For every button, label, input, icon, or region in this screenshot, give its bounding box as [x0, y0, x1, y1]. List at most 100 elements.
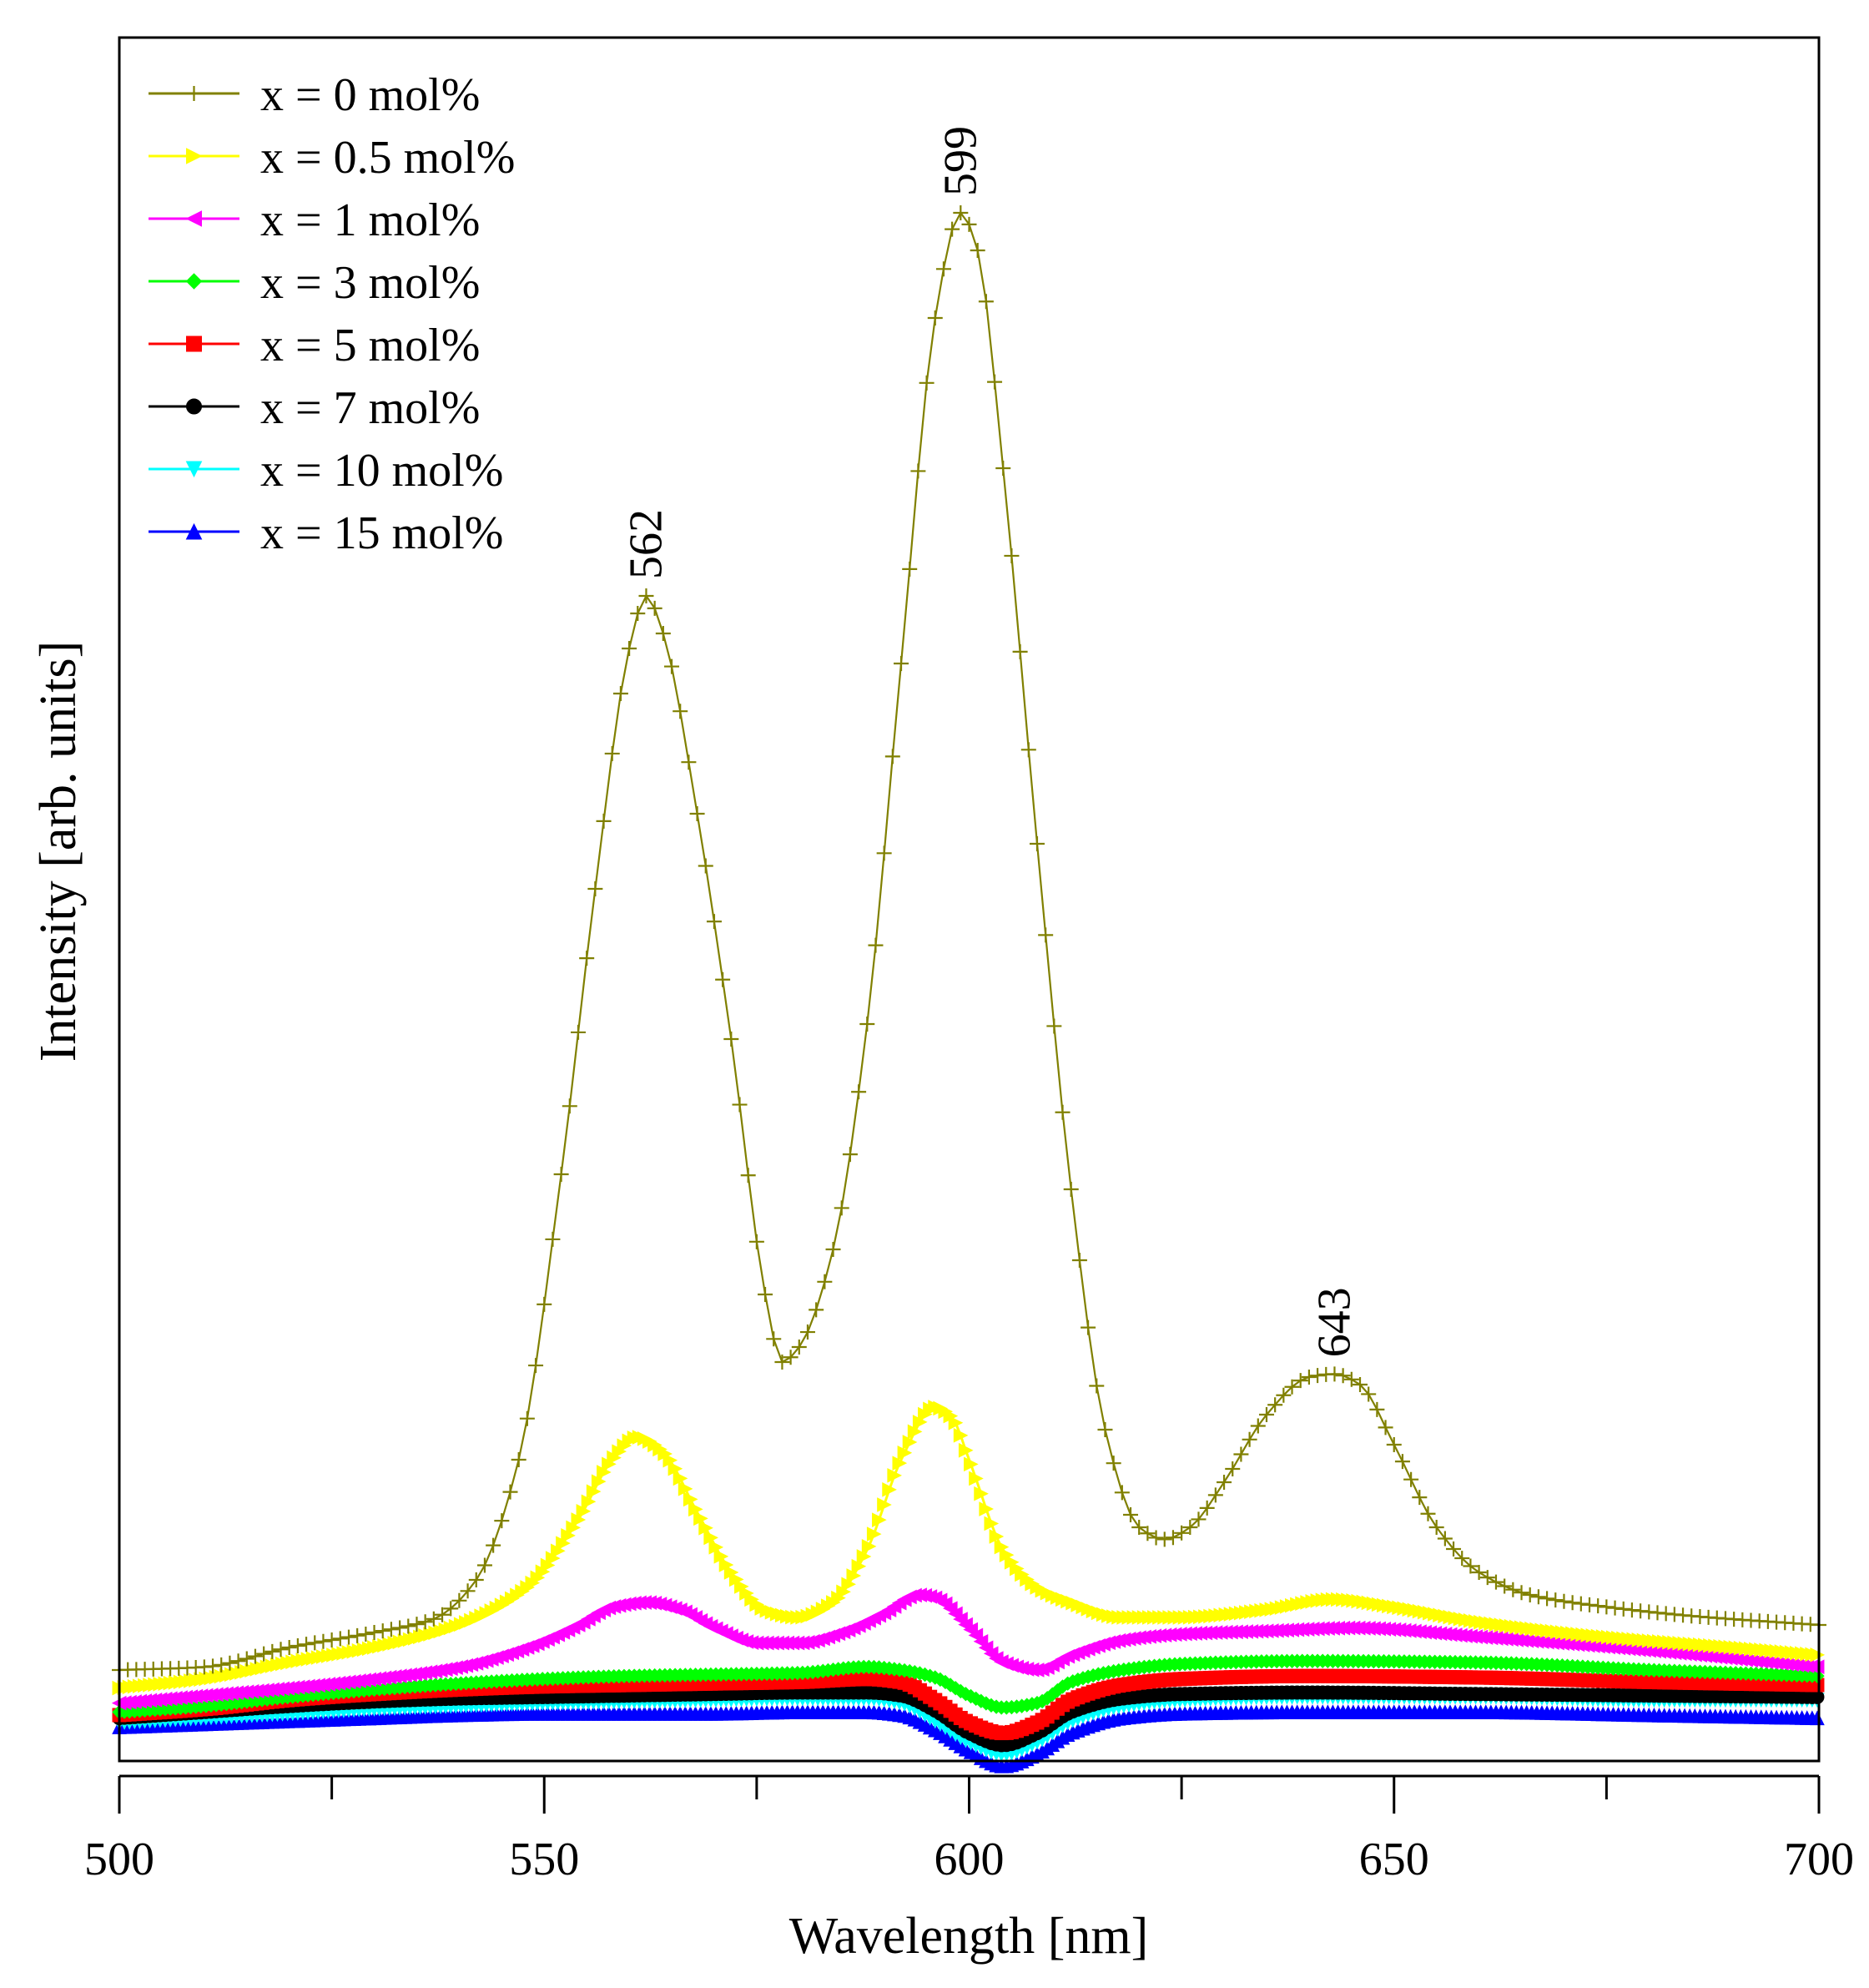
- data-point: [1233, 1446, 1249, 1462]
- legend-item: x = 1 mol%: [149, 194, 480, 246]
- x-tick-label: 550: [509, 1834, 579, 1885]
- data-point: [866, 1526, 882, 1541]
- data-point: [307, 1635, 323, 1651]
- x-tick-label: 600: [934, 1834, 1005, 1885]
- legend-item: x = 0 mol%: [149, 69, 480, 121]
- data-point: [1004, 547, 1020, 563]
- data-point: [358, 1626, 374, 1642]
- data-point: [1292, 1373, 1308, 1389]
- data-point: [1310, 1368, 1326, 1384]
- legend-label: x = 7 mol%: [260, 382, 480, 434]
- data-point: [264, 1643, 280, 1659]
- data-point: [817, 1274, 833, 1289]
- data-point: [256, 1646, 272, 1662]
- data-point: [851, 1084, 867, 1100]
- legend-item: x = 5 mol%: [149, 320, 480, 371]
- data-point: [1573, 1596, 1589, 1612]
- data-point: [1225, 1461, 1241, 1477]
- legend-label: x = 1 mol%: [260, 194, 480, 246]
- data-point: [974, 1486, 989, 1501]
- data-point: [502, 1484, 518, 1500]
- data-point: [1810, 1647, 1826, 1663]
- data-point: [673, 704, 688, 719]
- data-point: [1412, 1490, 1428, 1506]
- data-point: [1114, 1485, 1130, 1501]
- data-point: [766, 1331, 782, 1347]
- data-point: [332, 1631, 348, 1647]
- data-point: [1539, 1591, 1555, 1607]
- data-point: [604, 745, 620, 761]
- data-point: [882, 1482, 897, 1497]
- data-point: [1148, 1530, 1164, 1546]
- data-point: [1810, 1689, 1825, 1704]
- data-point: [1106, 1456, 1121, 1471]
- data-point: [537, 1296, 552, 1312]
- data-point: [350, 1627, 365, 1643]
- data-point: [1089, 1378, 1105, 1394]
- data-point: [324, 1632, 340, 1648]
- data-point: [877, 1497, 892, 1512]
- peak-label: 599: [934, 126, 986, 196]
- data-point: [1514, 1585, 1529, 1601]
- data-point: [290, 1638, 305, 1654]
- legend-label: x = 5 mol%: [260, 320, 480, 371]
- peak-annotations: 562 599 643: [620, 126, 1360, 1357]
- legend-item: x = 0.5 mol%: [149, 132, 515, 184]
- data-point: [1242, 1431, 1257, 1447]
- data-point: [409, 1617, 425, 1632]
- data-point: [630, 606, 646, 621]
- data-point: [383, 1622, 399, 1637]
- legend-item: x = 10 mol%: [149, 445, 503, 497]
- data-point: [732, 1097, 748, 1113]
- data-point: [842, 1147, 858, 1163]
- data-point: [953, 1428, 969, 1443]
- data-point: [1548, 1592, 1564, 1608]
- data-point: [681, 754, 697, 770]
- data-point: [1403, 1471, 1419, 1487]
- legend-item: x = 15 mol%: [149, 507, 503, 559]
- data-point: [902, 561, 918, 577]
- data-point: [1012, 643, 1028, 659]
- data-point: [935, 261, 951, 277]
- data-point: [1020, 742, 1036, 758]
- legend-marker: [186, 86, 202, 101]
- data-point: [969, 1471, 984, 1486]
- data-point: [596, 813, 612, 829]
- data-point: [494, 1513, 510, 1529]
- x-tick-label: 500: [84, 1834, 154, 1885]
- legend-item: x = 7 mol%: [149, 382, 480, 434]
- data-point: [486, 1537, 501, 1553]
- data-point: [1081, 1319, 1096, 1335]
- data-point: [1055, 1104, 1071, 1120]
- data-point: [698, 858, 713, 874]
- data-point: [562, 1098, 577, 1114]
- data-point: [910, 463, 926, 479]
- data-point: [340, 1629, 356, 1645]
- legend-marker: [186, 148, 203, 164]
- data-point: [528, 1358, 544, 1374]
- data-point: [1810, 1710, 1825, 1726]
- data-point: [861, 1539, 877, 1554]
- data-point: [519, 1410, 535, 1426]
- data-point: [706, 914, 722, 930]
- y-axis-label: Intensity [arb. units]: [30, 641, 87, 1062]
- legend-label: x = 10 mol%: [260, 445, 503, 497]
- data-point: [570, 1024, 586, 1040]
- data-point: [392, 1620, 408, 1636]
- x-tick-label: 650: [1359, 1834, 1429, 1885]
- legend-label: x = 3 mol%: [260, 257, 480, 309]
- data-point: [887, 1468, 902, 1483]
- legend: x = 0 mol% x = 0.5 mol% x = 1 mol% x = 3 mo…: [149, 69, 515, 559]
- data-point: [1335, 1368, 1351, 1384]
- data-point: [958, 1442, 974, 1458]
- data-point: [1556, 1593, 1572, 1609]
- data-point: [664, 658, 680, 674]
- data-point: [740, 1168, 756, 1183]
- data-point: [1420, 1506, 1436, 1521]
- data-point: [1590, 1598, 1606, 1614]
- legend-label: x = 15 mol%: [260, 507, 503, 559]
- data-point: [1046, 1018, 1062, 1034]
- x-tick-label: 700: [1784, 1834, 1854, 1885]
- data-point: [1505, 1582, 1521, 1597]
